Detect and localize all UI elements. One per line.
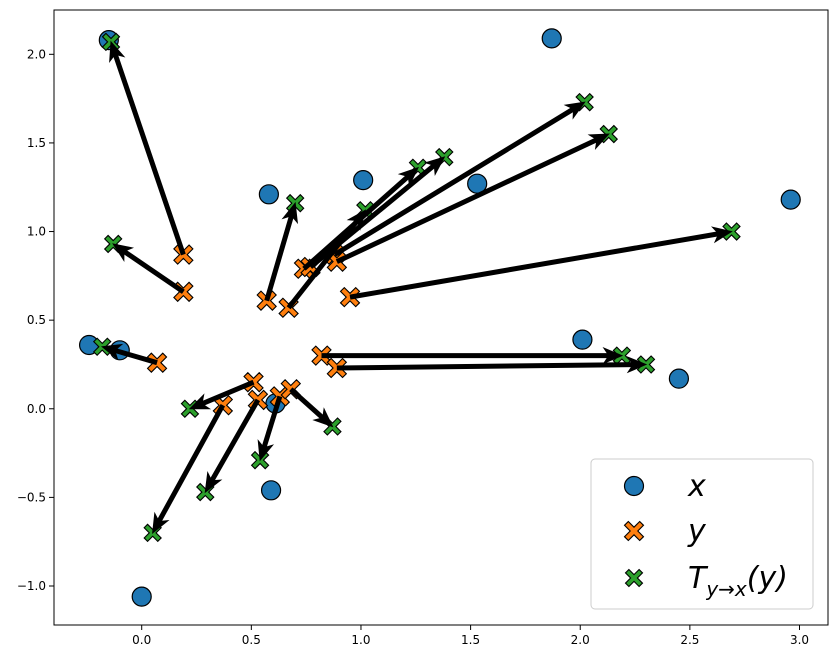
arrow-shaft [264,214,294,302]
arrow [257,395,283,462]
arrow-head [626,356,648,374]
arrow-head [257,439,275,462]
arrow [112,243,185,294]
arrow-head [100,343,124,361]
legend-label: Ty→x(y) [688,561,788,601]
arrow-head [281,201,299,225]
arrow [109,40,186,256]
legend-box [590,458,814,610]
arrow-shaft [261,395,283,449]
y-point [311,345,332,366]
arrow-shaft [349,231,720,300]
y-tick-label: 0.5 [27,313,46,327]
arrow [204,398,261,494]
arrow-head [109,40,126,63]
legend-entry: x [623,469,706,504]
y-point [243,371,264,393]
arrow [302,166,419,271]
arrow [336,356,648,374]
arrow [264,201,299,302]
x-point [131,586,152,607]
arrows [100,40,733,534]
x-tick-label: 2.5 [680,633,699,647]
x-point [353,170,374,191]
x-point [541,28,562,49]
legend-label: x [687,469,706,504]
arrow [308,156,446,269]
legend-label: y [687,514,707,549]
arrow-head [602,347,624,365]
y-tick-label: 1.0 [27,225,46,239]
y-tick-label: 2.0 [27,47,46,61]
arrow-shaft [200,379,255,407]
axes: 0.0 0.5 1.0 1.5 2.0 2.5 3.0 −1.0 −0.5 0.0 0.5 1.0 1.… [17,9,829,647]
x-tick-label: 0.0 [132,633,151,647]
arrow [333,101,586,257]
arrow [289,387,334,428]
legend-entry: y [623,514,707,549]
arrow-shaft [114,347,158,366]
y-tick-label: 1.5 [27,136,46,150]
x-point [780,189,801,210]
axes-frame [53,9,829,626]
arrow-head [312,407,334,428]
x-point [260,480,282,501]
x-tick-label: 3.0 [790,633,809,647]
arrow-head [152,511,170,534]
legend-marker-x [623,520,645,542]
arrow-shaft [336,362,634,371]
arrow-shaft [302,174,410,271]
arrow-shaft [209,398,261,483]
arrow-shaft [333,106,575,257]
arrow-head [423,156,446,177]
x-tick-label: 1.0 [351,633,370,647]
series-y [146,244,361,416]
legend-marker-x [624,568,644,588]
arrow-head [563,101,586,120]
arrow-head [112,243,135,262]
arrow-shaft [335,137,599,264]
x-point [258,184,279,205]
arrow-shaft [122,249,185,294]
x-point [668,368,690,389]
legend: xy Ty→x(y) [590,458,814,610]
y-tick-label: −1.0 [17,579,46,593]
arrow [188,379,255,410]
legend-marker-circle [623,475,645,497]
arrow-shaft [156,404,226,523]
arrow [321,347,624,365]
x-tick-label: 1.5 [461,633,480,647]
arrow-shaft [289,387,325,420]
arrow-head [711,226,733,244]
arrow [349,226,733,300]
arrow [152,404,226,534]
arrow-head [188,393,212,410]
arrow-shaft [308,163,436,269]
arrow-head [587,133,610,151]
arrow-head [397,166,419,187]
x-tick-label: 2.0 [571,633,590,647]
plot-area [78,28,801,607]
arrow-head [204,471,223,494]
legend-entry: Ty→x(y) [624,561,788,601]
y-tick-label: 0.0 [27,402,46,416]
arrow-shaft [112,53,186,256]
arrow [335,133,610,264]
y-tick-label: −0.5 [17,490,46,504]
arrow [100,343,158,366]
x-tick-label: 0.5 [242,633,261,647]
x-point [572,329,593,350]
